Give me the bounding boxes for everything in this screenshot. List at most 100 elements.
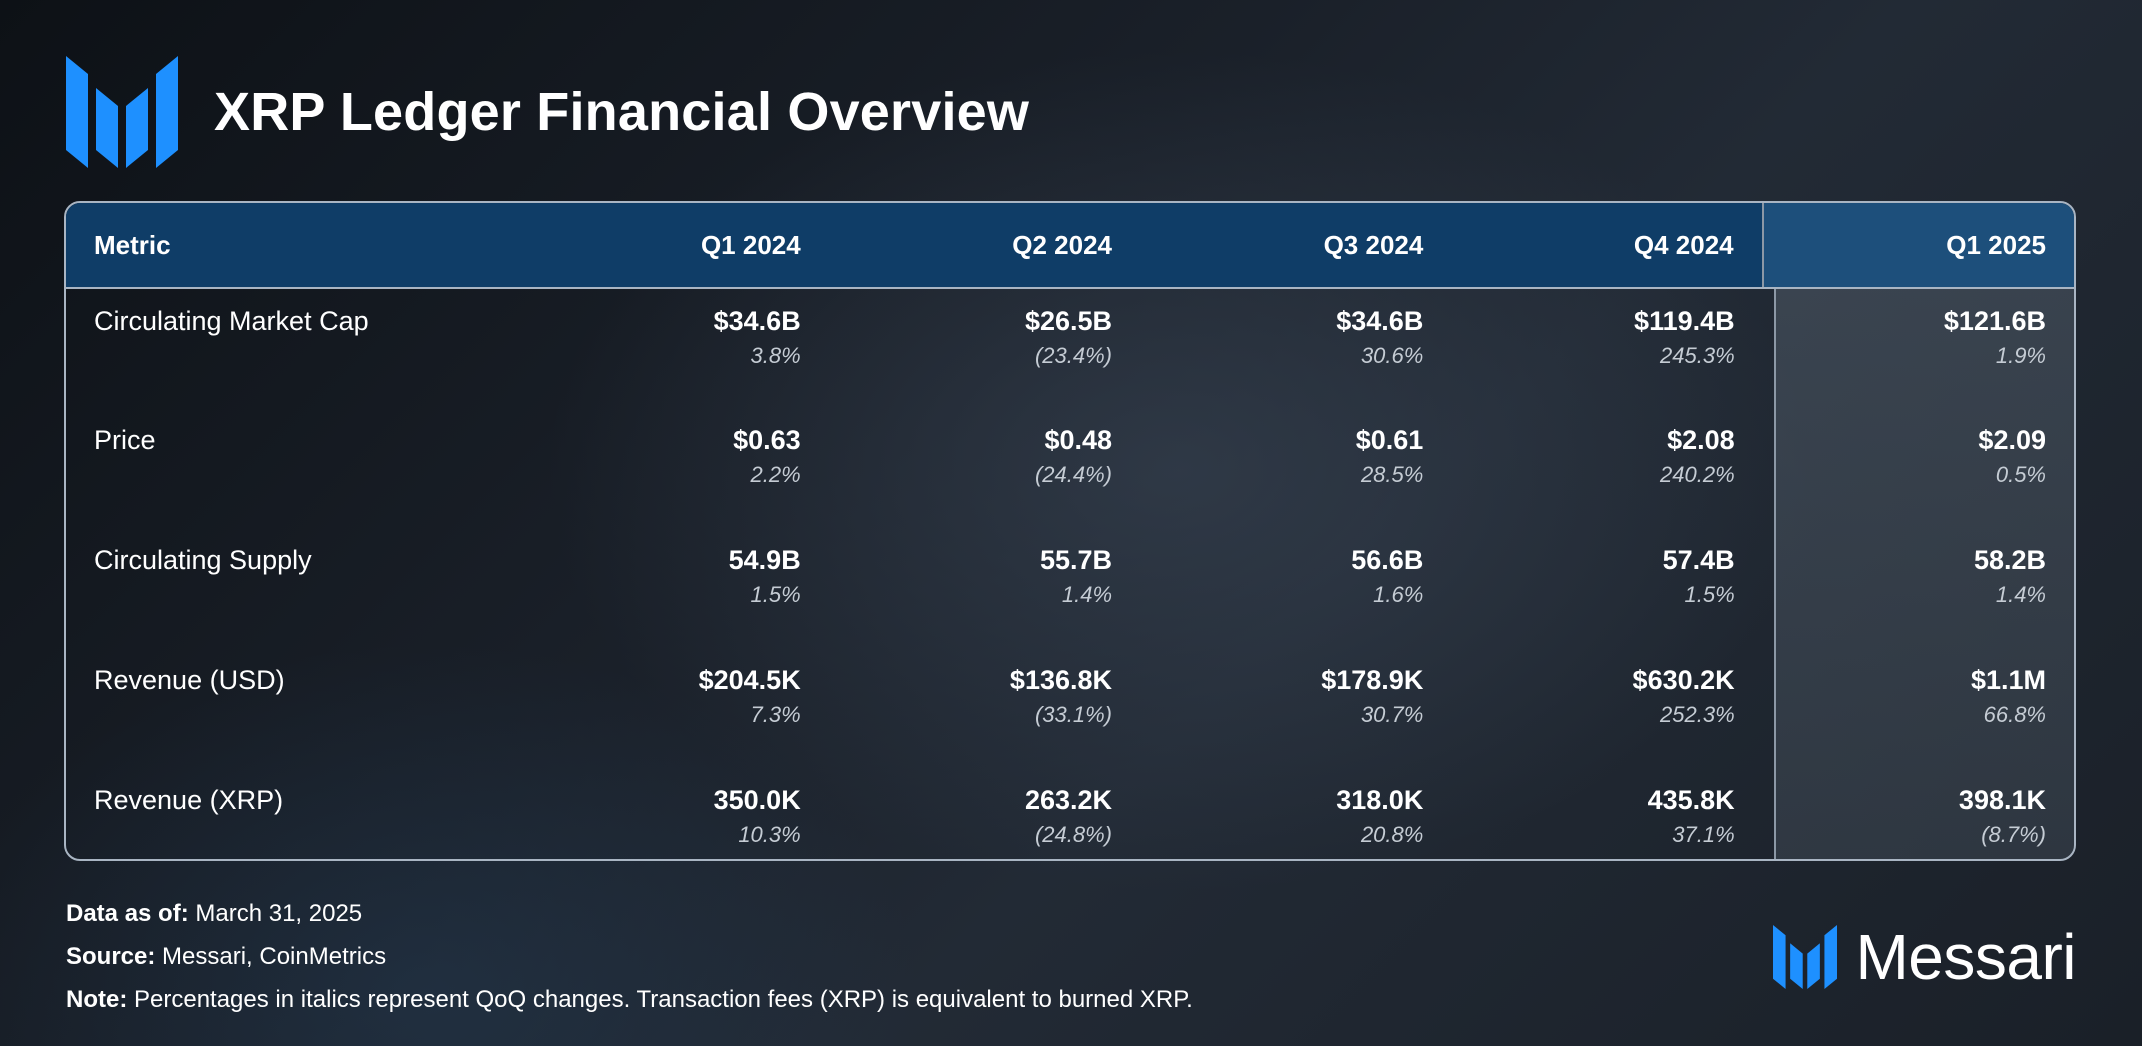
metric-value: $34.6B [1336, 306, 1424, 336]
table-row: Revenue (XRP) 350.0K 10.3% 263.2K (24.8%) 318… [66, 768, 2074, 859]
value-cell: 54.9B 1.5% [491, 528, 828, 648]
value-cell: $178.9K 30.7% [1140, 648, 1451, 768]
source: Source: Messari, CoinMetrics [66, 935, 1193, 978]
value-cell: $0.48 (24.4%) [829, 408, 1140, 528]
brand-logo: Messari [1773, 920, 2076, 994]
metric-value: 398.1K [1958, 785, 2046, 815]
qoq-change: (33.1%) [1034, 702, 1113, 727]
qoq-change: (8.7%) [1981, 822, 2046, 847]
qoq-change: 1.4% [1995, 582, 2046, 607]
metric-value: 58.2B [1973, 545, 2046, 575]
qoq-change: 1.5% [1684, 582, 1735, 607]
value-cell: $2.08 240.2% [1451, 408, 1762, 528]
metric-label: Revenue (USD) [94, 665, 285, 695]
metric-cell: Price [66, 408, 491, 528]
qoq-change: 2.2% [750, 462, 801, 487]
metric-value: 350.0K [713, 785, 801, 815]
metric-cell: Circulating Supply [66, 528, 491, 648]
metric-value: 55.7B [1039, 545, 1113, 575]
metric-value: 54.9B [728, 545, 801, 575]
qoq-change: 10.3% [738, 822, 801, 847]
page-title: XRP Ledger Financial Overview [214, 82, 1030, 142]
qoq-change: (24.4%) [1034, 462, 1113, 487]
qoq-change: 3.8% [750, 343, 801, 368]
footer-notes: Data as of: March 31, 2025 Source: Messa… [66, 892, 1193, 1021]
source-value: Messari, CoinMetrics [162, 943, 387, 970]
metric-value: $119.4B [1634, 306, 1735, 336]
value-cell: $26.5B (23.4%) [829, 288, 1140, 408]
metric-value: $121.6B [1943, 306, 2046, 336]
metric-value: 57.4B [1662, 545, 1735, 575]
column-header: Q2 2024 [828, 203, 1141, 289]
note: Note: Percentages in italics represent Q… [66, 978, 1193, 1021]
qoq-change: 240.2% [1660, 462, 1735, 487]
value-cell: $34.6B 3.8% [491, 288, 828, 408]
table-row: Revenue (USD) $204.5K 7.3% $136.8K (33.1%) $1… [66, 648, 2074, 768]
value-cell: $119.4B 245.3% [1451, 288, 1762, 408]
metric-value: $136.8K [1009, 665, 1113, 695]
table-row: Circulating Market Cap $34.6B 3.8% $26.5B (2… [66, 288, 2074, 408]
table-row: Price $0.63 2.2% $0.48 (24.4%) $0.61 28.5% $2.0… [66, 408, 2074, 528]
qoq-change: 1.5% [750, 582, 801, 607]
value-cell: 350.0K 10.3% [491, 768, 828, 859]
metric-value: $178.9K [1321, 665, 1424, 695]
value-cell: 57.4B 1.5% [1451, 528, 1762, 648]
value-cell: 263.2K (24.8%) [829, 768, 1140, 859]
value-cell: 55.7B 1.4% [829, 528, 1140, 648]
metric-value: $2.09 [1978, 425, 2046, 455]
metric-value: $2.08 [1667, 425, 1735, 455]
metric-cell: Revenue (XRP) [66, 768, 491, 859]
column-header: Metric [66, 203, 492, 289]
metric-value: $1.1M [1970, 665, 2046, 695]
data-as-of: Data as of: March 31, 2025 [66, 892, 1193, 935]
qoq-change: 30.6% [1360, 343, 1424, 368]
value-cell: $34.6B 30.6% [1140, 288, 1451, 408]
column-header: Q4 2024 [1451, 203, 1763, 289]
metric-label: Circulating Supply [94, 545, 312, 575]
metric-value: 263.2K [1024, 785, 1113, 815]
qoq-change: 252.3% [1660, 702, 1735, 727]
note-label: Note: [66, 986, 128, 1013]
column-header: Q1 2024 [491, 203, 829, 289]
metric-cell: Revenue (USD) [66, 648, 491, 768]
qoq-change: 28.5% [1360, 462, 1424, 487]
metric-value: $0.61 [1355, 425, 1424, 455]
metric-label: Revenue (XRP) [94, 785, 284, 815]
qoq-change: 245.3% [1660, 343, 1735, 368]
value-cell: $2.09 0.5% [1763, 408, 2074, 528]
value-cell: 58.2B 1.4% [1763, 528, 2074, 648]
metric-value: 56.6B [1351, 545, 1424, 575]
source-label: Source: [66, 943, 156, 970]
value-cell: $0.63 2.2% [491, 408, 828, 528]
qoq-change: (24.8%) [1034, 822, 1113, 847]
metric-value: $204.5K [698, 665, 801, 695]
metric-value: $630.2K [1632, 665, 1735, 695]
metric-value: 435.8K [1647, 785, 1735, 815]
metric-value: $34.6B [713, 306, 801, 336]
value-cell: 318.0K 20.8% [1140, 768, 1451, 859]
qoq-change: 1.4% [1061, 582, 1113, 607]
value-cell: $204.5K 7.3% [491, 648, 828, 768]
qoq-change: 0.5% [1995, 462, 2046, 487]
metric-label: Price [94, 425, 156, 455]
metric-value: 318.0K [1336, 785, 1424, 815]
messari-logo-icon [1773, 925, 1838, 989]
metric-cell: Circulating Market Cap [66, 288, 491, 408]
metric-value: $0.63 [733, 425, 801, 455]
metric-value: $26.5B [1024, 306, 1113, 336]
highlighted-column-bg [1774, 203, 2074, 859]
qoq-change: 66.8% [1983, 702, 2046, 727]
value-cell: $121.6B 1.9% [1763, 288, 2074, 408]
note-value: Percentages in italics represent QoQ cha… [134, 986, 1193, 1013]
qoq-change: 20.8% [1360, 822, 1424, 847]
qoq-change: 30.7% [1360, 702, 1424, 727]
page-header: XRP Ledger Financial Overview [66, 56, 1029, 168]
brand-name: Messari [1855, 921, 2076, 993]
data-as-of-value: March 31, 2025 [195, 900, 363, 927]
data-as-of-label: Data as of: [66, 900, 189, 927]
financial-table: Metric Q1 2024 Q2 2024 Q3 2024 Q4 2024 Q… [64, 201, 2076, 861]
column-header: Q3 2024 [1140, 203, 1452, 289]
metric-value: $0.48 [1044, 425, 1113, 455]
metric-label: Circulating Market Cap [94, 306, 369, 336]
qoq-change: 37.1% [1672, 822, 1735, 847]
